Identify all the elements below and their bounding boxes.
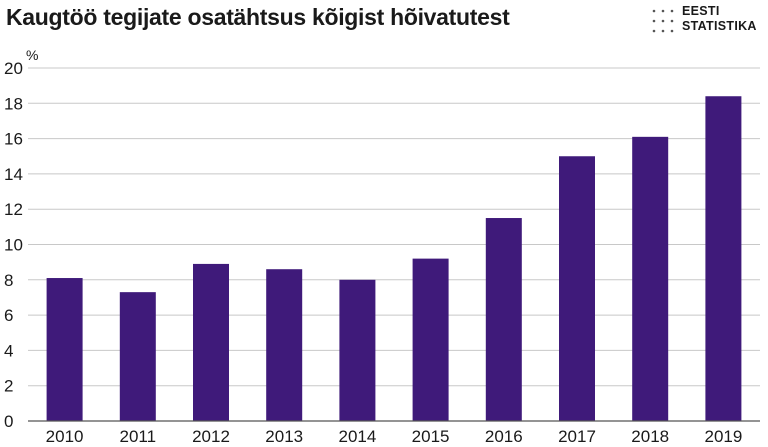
bar: [339, 279, 376, 421]
x-tick-label: 2015: [412, 427, 450, 446]
x-tick-label: 2012: [192, 427, 230, 446]
bar: [412, 258, 449, 421]
y-tick-label: 2: [4, 377, 13, 396]
y-tick-label: 12: [4, 200, 23, 219]
logo-text: EESTI STATISTIKA: [682, 4, 757, 34]
x-tick-label: 2013: [265, 427, 303, 446]
y-tick-label: 20: [4, 59, 23, 78]
bar: [632, 136, 669, 421]
eesti-statistika-logo: EESTI STATISTIKA: [648, 4, 760, 40]
logo-line-2: STATISTIKA: [682, 19, 757, 33]
y-tick-label: 4: [4, 341, 13, 360]
logo-line-1: EESTI: [682, 4, 720, 18]
y-axis-unit-label: %: [26, 47, 38, 63]
bar: [485, 218, 522, 421]
bar: [46, 278, 83, 421]
x-tick-label: 2014: [338, 427, 376, 446]
bar: [559, 156, 595, 421]
y-tick-label: 6: [4, 306, 13, 325]
y-tick-label: 8: [4, 271, 13, 290]
bar: [266, 269, 303, 421]
x-tick-label: 2019: [704, 427, 742, 446]
y-tick-label: 14: [4, 165, 23, 184]
x-tick-label: 2018: [631, 427, 669, 446]
x-tick-label: 2016: [485, 427, 523, 446]
bar: [193, 263, 229, 421]
y-tick-label: 18: [4, 94, 23, 113]
logo-dots-icon: [652, 9, 674, 33]
y-tick-label: 10: [4, 236, 23, 255]
bar: [705, 96, 742, 422]
x-tick-label: 2010: [46, 427, 84, 446]
chart-title: Kaugtöö tegijate osatähtsus kõigist hõiv…: [6, 4, 510, 30]
y-tick-label: 16: [4, 130, 23, 149]
x-tick-label: 2017: [558, 427, 596, 446]
bar: [119, 292, 156, 421]
y-tick-label: 0: [4, 412, 13, 431]
x-tick-label: 2011: [120, 427, 157, 446]
